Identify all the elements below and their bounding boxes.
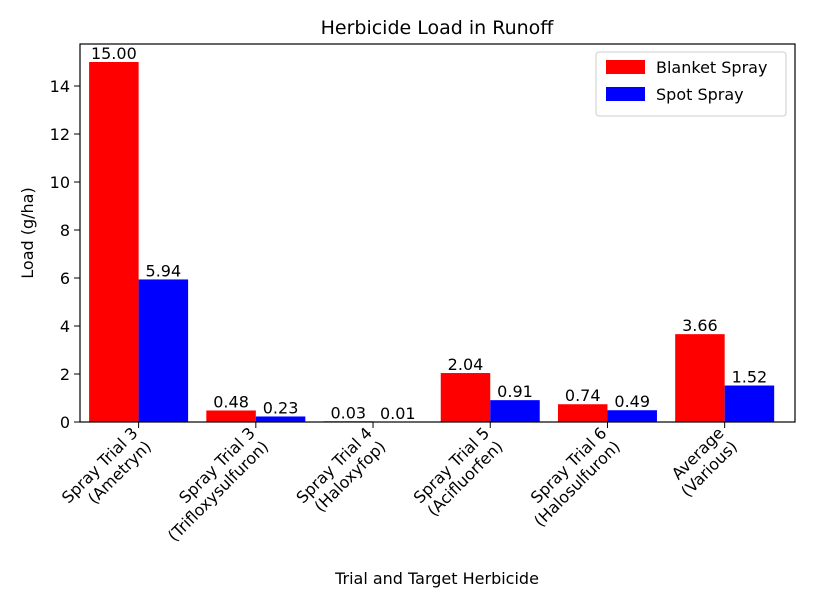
legend-label: Blanket Spray — [656, 58, 767, 77]
bar-spot-spray — [607, 410, 657, 422]
legend-label: Spot Spray — [656, 85, 744, 104]
legend: Blanket Spray Spot Spray — [595, 51, 787, 117]
x-axis: Spray Trial 3(Ametryn) Spray Trial 3(Trif… — [58, 422, 741, 545]
bar-value-label: 1.52 — [732, 368, 768, 387]
y-tick-label: 4 — [60, 317, 70, 336]
legend-swatch — [606, 60, 645, 74]
legend-swatch — [606, 87, 645, 101]
x-axis-label: Trial and Target Herbicide — [334, 569, 539, 588]
y-tick-label: 6 — [60, 269, 70, 288]
bar-blanket-spray — [206, 410, 256, 422]
bar-spot-spray — [490, 400, 540, 422]
bar-value-label: 0.49 — [614, 392, 650, 411]
bar-blanket-spray — [557, 404, 608, 422]
y-axis-label: Load (g/ha) — [18, 187, 37, 278]
bar-value-label: 0.91 — [497, 382, 533, 401]
bar-value-label: 0.23 — [263, 398, 299, 417]
x-tick-label: Average(Various) — [668, 423, 741, 500]
bar-value-label: 3.66 — [682, 316, 718, 335]
bar-value-label: 5.94 — [146, 261, 182, 280]
bar-value-label: 0.48 — [213, 392, 249, 411]
bar-value-label: 0.01 — [380, 404, 416, 423]
bar-spot-spray — [724, 385, 775, 422]
x-tick-label: Spray Trial 6(Halosulfuron) — [527, 423, 624, 530]
x-tick-label: Spray Trial 5(Acifluorfen) — [410, 423, 507, 520]
plot-frame — [79, 43, 796, 423]
y-tick-label: 2 — [60, 365, 70, 384]
y-tick-label: 14 — [50, 77, 70, 96]
x-tick-label: Spray Trial 3(Trifloxysulfuron) — [164, 423, 272, 545]
bar-blanket-spray — [440, 373, 491, 422]
y-tick-label: 10 — [50, 173, 70, 192]
bar-value-label: 0.74 — [565, 386, 601, 405]
bar-spot-spray — [255, 416, 306, 422]
bar-value-label: 2.04 — [448, 355, 484, 374]
bar-value-label: 0.03 — [330, 403, 366, 422]
y-tick-label: 12 — [50, 125, 70, 144]
bar-value-label: 15.00 — [91, 44, 137, 63]
bar-blanket-spray — [675, 334, 725, 422]
x-tick-label: Spray Trial 4(Haloxyfop) — [292, 423, 389, 515]
bar-spot-spray — [138, 279, 189, 422]
bars-group — [89, 62, 775, 422]
chart-title: Herbicide Load in Runoff — [321, 17, 555, 39]
y-tick-label: 0 — [60, 413, 70, 432]
y-axis: 0 2 4 6 8 10 12 14 — [50, 77, 80, 432]
value-labels-group: 15.00 0.48 0.03 2.04 0.74 3.66 5.94 0.23 0.01 0.9… — [91, 44, 767, 423]
y-tick-label: 8 — [60, 221, 70, 240]
x-tick-label: Spray Trial 3(Ametryn) — [58, 423, 155, 507]
bar-blanket-spray — [89, 62, 139, 422]
